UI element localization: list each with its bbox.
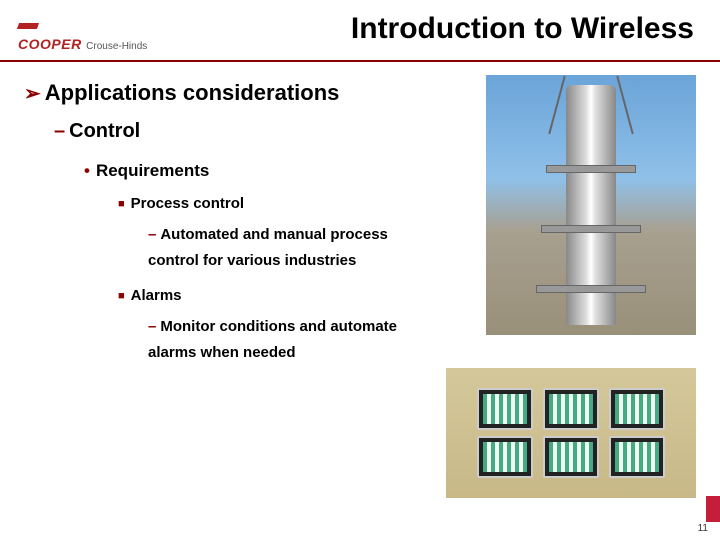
level5-text: Monitor conditions and automate alarms w… bbox=[148, 318, 397, 361]
level5-item: –Automated and manual process control fo… bbox=[148, 222, 438, 273]
tower-platform-shape bbox=[536, 285, 646, 293]
brand-logo: COOPER Crouse-Hinds bbox=[18, 18, 147, 54]
logo-accent-shape bbox=[17, 23, 39, 29]
level3-text: Requirements bbox=[96, 161, 209, 180]
arrow-bullet-icon: ➢ bbox=[24, 83, 41, 105]
monitor-icon bbox=[609, 436, 665, 478]
level4-text: Alarms bbox=[131, 287, 182, 304]
dash-bullet-icon: – bbox=[148, 226, 156, 243]
header: COOPER Crouse-Hinds Introduction to Wire… bbox=[0, 0, 720, 62]
monitor-icon bbox=[609, 388, 665, 430]
monitor-icon bbox=[477, 388, 533, 430]
monitor-icon bbox=[543, 388, 599, 430]
dot-bullet-icon: • bbox=[84, 161, 90, 180]
monitor-icon bbox=[477, 436, 533, 478]
tower-image bbox=[486, 75, 696, 335]
dash-bullet-icon: – bbox=[54, 120, 65, 142]
tower-platform-shape bbox=[541, 225, 641, 233]
control-room-image bbox=[446, 368, 696, 498]
tower-antenna-shape bbox=[556, 75, 626, 135]
logo-sub-text: Crouse-Hinds bbox=[86, 41, 147, 52]
dash-bullet-icon: – bbox=[148, 318, 156, 335]
level2-text: Control bbox=[69, 120, 140, 142]
page-number: 11 bbox=[698, 523, 708, 534]
slide-title: Introduction to Wireless bbox=[351, 12, 694, 46]
corner-accent-shape bbox=[706, 496, 720, 522]
monitor-icon bbox=[543, 436, 599, 478]
level5-text: Automated and manual process control for… bbox=[148, 226, 388, 269]
square-bullet-icon: ■ bbox=[118, 198, 125, 210]
square-bullet-icon: ■ bbox=[118, 290, 125, 302]
level4-text: Process control bbox=[131, 195, 244, 212]
level1-text: Applications considerations bbox=[45, 80, 340, 105]
logo-brand-text: COOPER bbox=[18, 36, 82, 52]
tower-platform-shape bbox=[546, 165, 636, 173]
level5-item: –Monitor conditions and automate alarms … bbox=[148, 314, 438, 365]
